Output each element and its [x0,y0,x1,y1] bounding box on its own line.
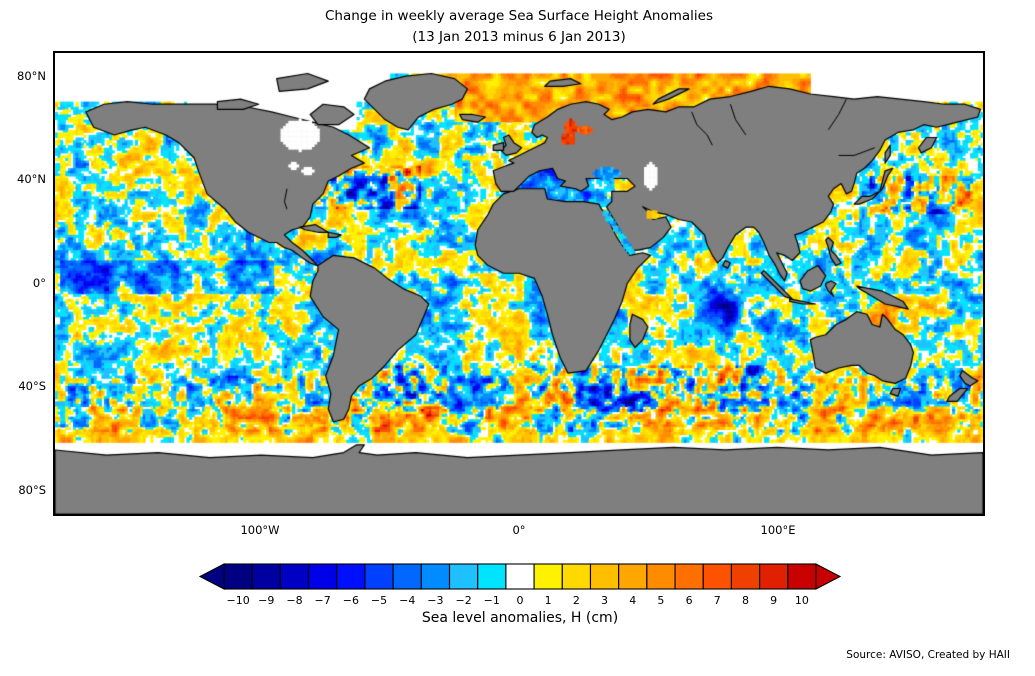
colorbar-tick: 8 [741,594,749,607]
colorbar-tick: −4 [399,594,416,607]
colorbar-segment [787,563,817,590]
y-tick-40n: 40°N [17,172,46,186]
colorbar-segment [308,563,338,590]
colorbar-segment [223,563,253,590]
chart-title: Change in weekly average Sea Surface Hei… [324,8,714,24]
colorbar-segment [251,563,281,590]
colorbar [198,563,842,590]
colorbar-left-arrow [198,563,225,590]
y-tick-80n: 80°N [17,69,46,83]
colorbar-tick: −9 [258,594,275,607]
colorbar-segment [420,563,451,590]
colorbar-segment [618,563,648,590]
colorbar-segment [702,563,732,590]
colorbar-segment [477,563,507,590]
colorbar-tick-labels: −10 −9 −8 −7 −6 −5 −4 −3 −2 −1 0 1 2 3 4 5 6 7 8 9 10 [224,594,816,607]
chart-title-block: Change in weekly average Sea Surface Hei… [53,6,985,48]
colorbar-tick: 3 [601,594,609,607]
colorbar-segment [674,563,704,590]
colorbar-tick: −5 [370,594,388,607]
colorbar-tick: 2 [572,594,580,607]
colorbar-segment [448,563,479,590]
colorbar-tick: 10 [794,594,809,607]
colorbar-tick: −6 [342,594,359,607]
colorbar-tick: −8 [286,594,303,607]
y-tick-40s: 40°S [18,379,46,393]
colorbar-tick: 7 [713,594,721,607]
colorbar-segment [505,563,535,590]
colorbar-tick: −7 [314,594,331,607]
y-tick-80s: 80°S [18,483,46,497]
source-credit: Source: AVISO, Created by HAII [846,649,1010,661]
x-tick-100w: 100°W [240,523,280,537]
colorbar-segment [279,563,310,590]
colorbar-tick: 9 [770,594,778,607]
chart-subtitle: (13 Jan 2013 minus 6 Jan 2013) [412,29,626,45]
colorbar-segment [646,563,676,590]
colorbar-tick: 4 [629,594,637,607]
colorbar-tick: 6 [685,594,693,607]
colorbar-right-arrow [815,563,842,590]
colorbar-segment [589,563,620,590]
colorbar-tick: 5 [657,594,665,607]
colorbar-segment [364,563,394,590]
colorbar-tick: −2 [455,594,472,607]
colorbar-segment [336,563,366,590]
colorbar-tick: 1 [544,594,552,607]
x-tick-100e: 100°E [760,523,796,537]
colorbar-tick: −3 [427,594,444,607]
colorbar-tick: −1 [483,594,500,607]
colorbar-tick: 0 [516,594,524,607]
colorbar-segment [533,563,563,590]
y-tick-0: 0° [32,276,46,290]
colorbar-segment [730,563,761,590]
map-axes-box [53,51,985,516]
colorbar-tick: −10 [226,594,250,607]
sea-surface-height-map [55,53,983,514]
colorbar-segment [759,563,789,590]
x-tick-0: 0° [512,523,526,537]
colorbar-segment [561,563,592,590]
colorbar-label: Sea level anomalies, H (cm) [421,610,619,626]
colorbar-segment [392,563,422,590]
